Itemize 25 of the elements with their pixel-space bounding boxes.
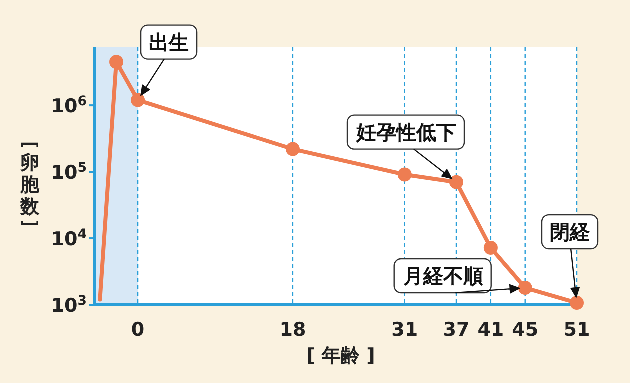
point [518,281,532,296]
annotation: 出生 [149,30,190,54]
x-tick-label: 0 [131,319,145,341]
annotation: 妊孕性低下 [356,120,456,144]
y-tick-label: 10$^{5}$ [51,160,87,184]
y-tick-label: 10$^{6}$ [51,94,87,118]
point [484,241,498,256]
point [110,55,124,70]
x-tick-label: 37 [443,319,470,341]
x-axis-title: [ 年齢 ] [306,345,376,367]
annotation: 月経不順 [402,264,484,288]
x-tick-label: 51 [564,319,590,341]
annotation: 閉経 [550,220,590,244]
y-tick-label: 10$^{4}$ [51,227,87,251]
point [131,93,146,108]
point [450,175,464,190]
x-tick-label: 41 [478,319,504,341]
y-axis-title: ［卵胞数］ [20,130,42,238]
x-tick-label: 45 [512,319,539,341]
y-tick-label: 10$^{3}$ [51,294,87,317]
point [398,168,412,182]
x-tick-label: 18 [280,319,306,341]
x-tick-label: 31 [392,319,418,341]
point [570,296,584,310]
point [286,142,300,156]
